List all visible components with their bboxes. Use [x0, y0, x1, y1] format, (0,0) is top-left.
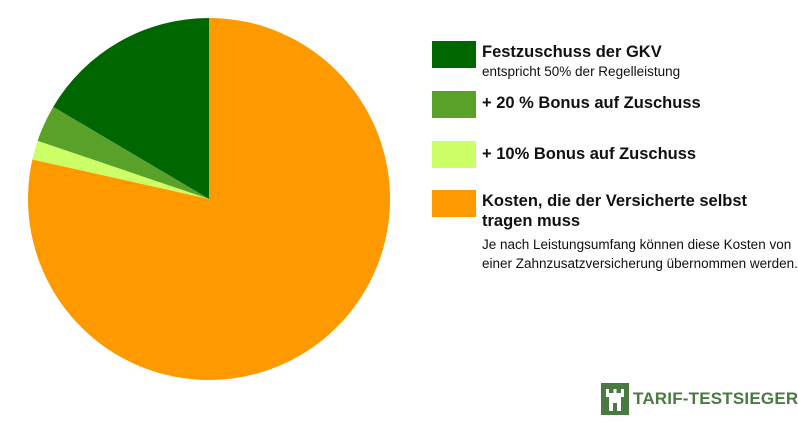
- legend-swatch-bonus-20: [432, 91, 476, 118]
- legend-swatch-festzuschuss: [432, 41, 476, 68]
- tower-icon: [601, 383, 629, 415]
- legend-subtitle-festzuschuss: entspricht 50% der Regelleistung: [482, 64, 681, 79]
- pie-slice-festzuschuss: [53, 18, 210, 199]
- legend-swatch-kosten: [432, 190, 476, 217]
- pie-slice-bonus-10: [32, 140, 209, 199]
- legend-label-festzuschuss: Festzuschuss der GKV: [482, 43, 662, 61]
- pie-slice-kosten: [28, 18, 391, 380]
- pie-chart: [28, 18, 391, 380]
- legend-note: Je nach Leistungsumfang können diese Kos…: [482, 237, 798, 271]
- legend-label-bonus-20: + 20 % Bonus auf Zuschuss: [482, 94, 701, 112]
- legend-label-bonus-10: + 10% Bonus auf Zuschuss: [482, 145, 697, 163]
- legend-swatch-bonus-10: [432, 141, 476, 168]
- brand-name: TARIF-TESTSIEGER.DE: [633, 389, 798, 408]
- brand-logo[interactable]: TARIF-TESTSIEGER.DE: [601, 383, 798, 415]
- pie-slice-bonus-20: [37, 106, 209, 199]
- legend-label-kosten: Kosten, die der Versicherte selbst trage…: [482, 192, 748, 230]
